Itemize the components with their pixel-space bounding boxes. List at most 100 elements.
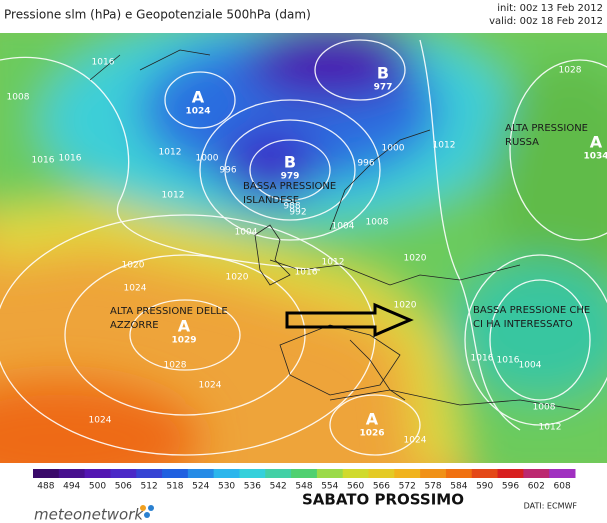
isobar-label: 1028 [559,66,582,76]
colorbar-swatch [33,469,60,478]
colorbar-swatch [265,469,292,478]
colorbar-swatch [136,469,163,478]
colorbar-tick-label: 554 [321,482,338,492]
pressure-center-letter: A [192,88,205,107]
isobar-label: 996 [357,159,374,169]
isobar-label: 996 [219,166,236,176]
region-label: AZZORRE [110,320,159,331]
isobar-label: 1016 [295,268,318,278]
pressure-center-letter: A [590,133,603,152]
forecast-title: SABATO PROSSIMO [302,491,464,509]
colorbar-tick-label: 590 [476,482,493,492]
region-label: CI HA INTERESSATO [473,319,573,330]
valid-time: valid: 00z 18 Feb 2012 [489,16,603,27]
region-label: BASSA PRESSIONE CHE [473,305,590,316]
logo-dot [140,505,146,511]
colorbar-tick-label: 572 [399,482,416,492]
pressure-center-letter: A [366,410,379,429]
colorbar-tick-label: 536 [244,482,261,492]
colorbar-tick-label: 542 [270,482,287,492]
colorbar-tick-label: 500 [89,482,106,492]
isobar-label: 1016 [32,156,55,166]
isobar-label: 1000 [382,144,405,154]
colorbar-tick-label: 518 [166,482,183,492]
isobar-label: 1004 [235,228,258,238]
colorbar-tick-label: 506 [115,482,132,492]
isobar-label: 1008 [366,218,389,228]
isobar-label: 1020 [122,261,145,271]
colorbar-tick-label: 488 [37,482,54,492]
isobar-label: 1020 [226,273,249,283]
colorbar-tick-label: 608 [554,482,571,492]
colorbar-swatch [549,469,576,478]
isobar-label: 1016 [59,154,82,164]
pressure-center-letter: B [284,153,296,172]
region-label: ALTA PRESSIONE [505,123,588,134]
colorbar-tick-label: 566 [373,482,390,492]
isobar-label: 1012 [539,423,562,433]
arrow [285,302,414,338]
isobar-label: 1004 [519,361,542,371]
logo-dot [144,512,150,518]
isobar-label: 1004 [332,222,355,232]
isobar-label: 1008 [7,93,30,103]
pressure-center-value: 1024 [185,107,210,117]
pressure-center-value: 977 [374,83,393,93]
pressure-center-letter: A [178,317,191,336]
colorbar-tick-label: 578 [424,482,441,492]
brand-logo: meteonetwork [34,506,144,523]
colorbar-swatch [291,469,318,478]
isobar-label: 1020 [394,301,417,311]
colorbar-swatch [213,469,240,478]
isobar-label: 1028 [164,361,187,371]
colorbar-swatch [187,469,215,478]
colorbar: 488 494 500 506 512 518 524 530 536 542 548 554 560 5… [33,469,576,492]
colorbar-tick-label: 584 [450,482,467,492]
isobar-label: 1000 [196,154,219,164]
colorbar-tick-label: 530 [218,482,235,492]
init-time: init: 00z 13 Feb 2012 [497,3,603,14]
isobar-label: 1024 [199,381,222,391]
isobar-label: 1024 [404,436,427,446]
region-label: ALTA PRESSIONE DELLE [110,306,228,317]
colorbar-swatch [316,469,344,478]
colorbar-swatch [394,469,421,478]
colorbar-swatch [497,469,524,478]
colorbar-tick-label: 560 [347,482,364,492]
region-label: ISLANDESE [243,195,299,206]
region-label: BASSA PRESSIONE [243,181,336,192]
colorbar-swatch [110,469,137,478]
colorbar-swatch [445,469,473,478]
isobar-label: 1008 [533,403,556,413]
colorbar-tick-label: 596 [502,482,519,492]
logo-dot [148,505,154,511]
map-title: Pressione slm (hPa) e Geopotenziale 500h… [4,8,311,22]
colorbar-tick-label: 548 [295,482,312,492]
pressure-center-value: 1026 [359,429,384,439]
isobar-label: 1020 [404,254,427,264]
isobar-label: 1024 [89,416,112,426]
region-label: RUSSA [505,137,539,148]
colorbar-swatch [58,469,86,478]
pressure-center-letter: B [377,64,389,83]
isobar-label: 1012 [159,148,182,158]
isobar-label: 992 [289,208,306,218]
data-source: DATI: ECMWF [524,502,578,511]
colorbar-swatch [471,469,499,478]
isobar-label: 1016 [497,356,520,366]
map-field [0,33,607,463]
pressure-center-value: 1029 [171,336,196,346]
colorbar-tick-label: 494 [63,482,80,492]
isobar-label: 1016 [471,354,494,364]
colorbar-swatch [420,469,447,478]
colorbar-tick-label: 524 [192,482,209,492]
colorbar-swatch [239,469,266,478]
pressure-center-value: 1034 [583,152,607,162]
isobar-label: 1016 [92,58,115,68]
colorbar-swatch [84,469,111,478]
colorbar-swatch [523,469,550,478]
colorbar-tick-label: 602 [528,482,545,492]
colorbar-swatch [368,469,395,478]
isobar-label: 988 [283,202,300,212]
